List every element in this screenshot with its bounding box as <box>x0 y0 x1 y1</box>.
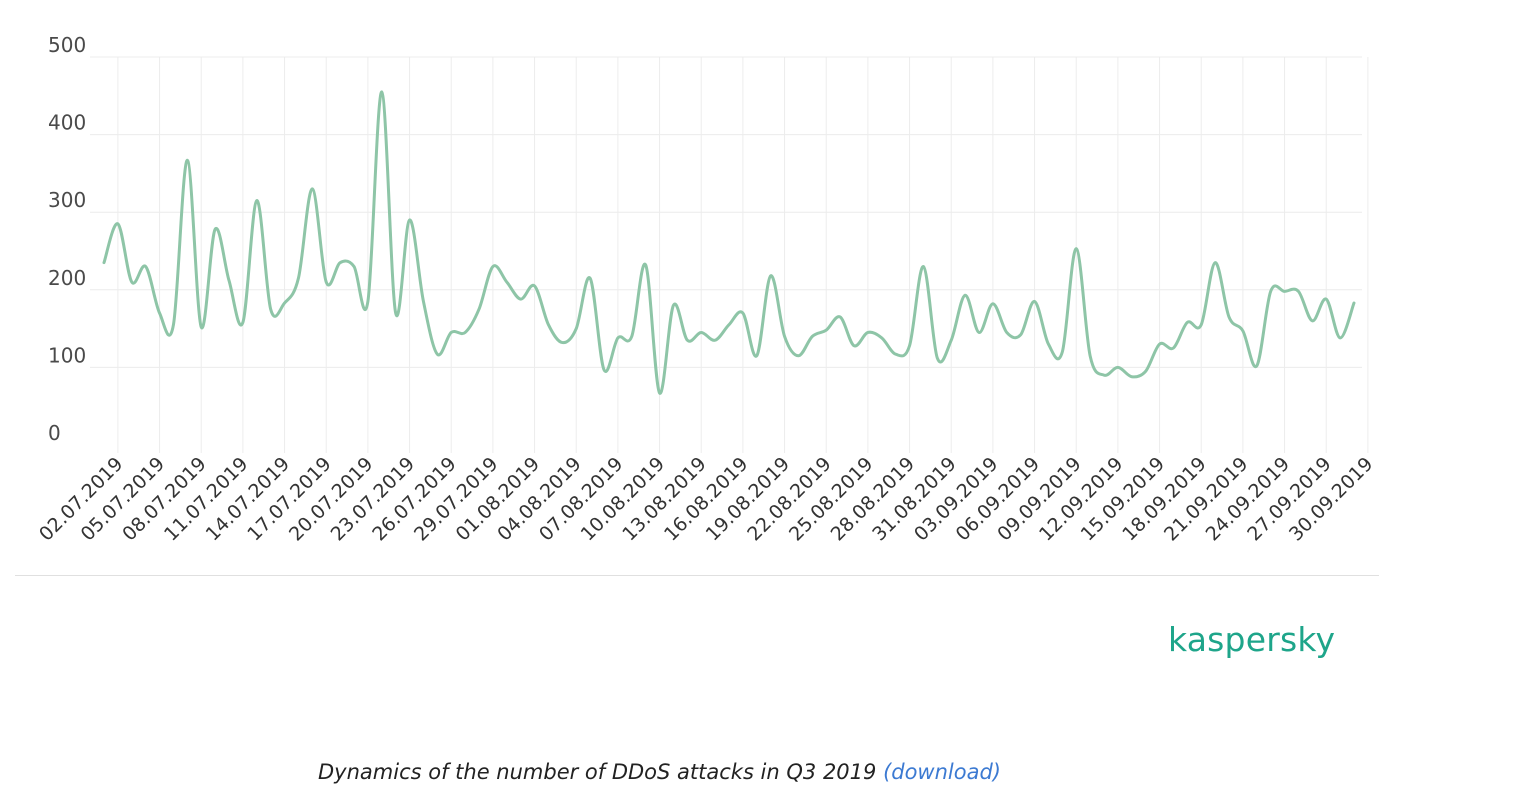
figure-caption: Dynamics of the number of DDoS attacks i… <box>318 760 1001 784</box>
caption-text: Dynamics of the number of DDoS attacks i… <box>318 760 884 784</box>
y-axis: 0 100 200 300 400 500 <box>48 33 86 445</box>
y-tick-label: 100 <box>48 343 86 367</box>
x-axis: 02.07.201905.07.201908.07.201911.07.2019… <box>35 453 1377 545</box>
series-line-ddos-attacks <box>102 90 1356 395</box>
y-tick-label: 0 <box>48 421 61 445</box>
y-tick-label: 200 <box>48 266 86 290</box>
series-layer <box>102 90 1356 395</box>
y-tick-label: 400 <box>48 111 86 135</box>
kaspersky-logo: kaspersky <box>1168 620 1336 659</box>
download-link[interactable]: (download) <box>883 760 1001 784</box>
y-tick-label: 300 <box>48 188 86 212</box>
ddos-line-chart: 0 100 200 300 400 500 02.07.201905.07.201908.… <box>35 33 1377 545</box>
gridlines <box>90 56 1369 453</box>
y-tick-label: 500 <box>48 33 86 57</box>
chart-divider <box>15 575 1379 576</box>
